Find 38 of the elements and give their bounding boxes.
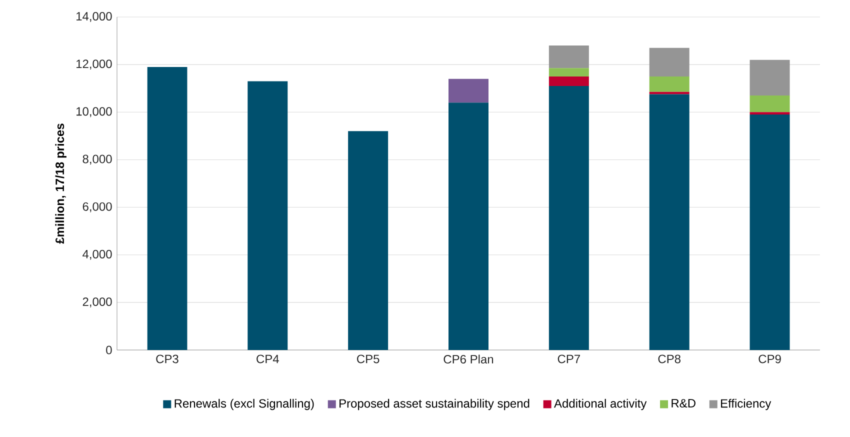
y-tick-label: 4,000	[82, 250, 112, 260]
legend-label: Proposed asset sustainability spend	[340, 398, 530, 410]
x-tick-label: CP5	[357, 354, 380, 364]
y-tick-label: 8,000	[82, 154, 112, 165]
x-tick-label: CP8	[658, 354, 680, 364]
x-tick-label: CP9	[758, 354, 781, 364]
bar	[248, 81, 288, 350]
legend-label: Additional activity	[554, 398, 647, 410]
bar	[649, 92, 690, 94]
bar	[649, 48, 690, 76]
y-tick-label: 12,000	[76, 60, 112, 70]
bar	[548, 86, 589, 350]
bar	[448, 78, 488, 103]
y-tick-label: 2,000	[82, 297, 112, 308]
x-tick-label: CP7	[558, 354, 580, 364]
legend-label: Efficiency	[721, 398, 772, 410]
bar	[548, 46, 589, 68]
bar	[750, 112, 790, 115]
y-tick-label: 0	[106, 346, 112, 354]
bar	[348, 131, 388, 350]
bar	[750, 95, 790, 112]
bar	[548, 68, 589, 76]
bar	[649, 94, 690, 350]
y-axis-title: £million, 17/18 prices	[55, 124, 66, 244]
y-tick-label: 6,000	[82, 202, 112, 212]
legend-label: R&D	[672, 399, 696, 408]
y-tick-label: 10,000	[76, 107, 112, 118]
x-tick-label: CP3	[156, 354, 178, 364]
x-tick-label: CP4	[256, 354, 279, 364]
bar	[750, 114, 790, 350]
bar	[649, 76, 690, 92]
bar	[448, 102, 488, 350]
legend-label: Renewals (excl Signalling)	[174, 398, 314, 410]
bar	[147, 66, 188, 350]
bar	[548, 76, 589, 86]
y-tick-label: 14,000	[76, 12, 112, 22]
x-tick-label: CP6 Plan	[444, 354, 494, 364]
bar	[750, 60, 790, 96]
